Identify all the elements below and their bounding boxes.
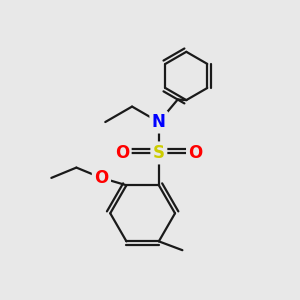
- Text: O: O: [115, 144, 129, 162]
- Text: N: N: [152, 113, 166, 131]
- Text: S: S: [153, 144, 165, 162]
- Text: O: O: [94, 169, 109, 187]
- Text: O: O: [188, 144, 203, 162]
